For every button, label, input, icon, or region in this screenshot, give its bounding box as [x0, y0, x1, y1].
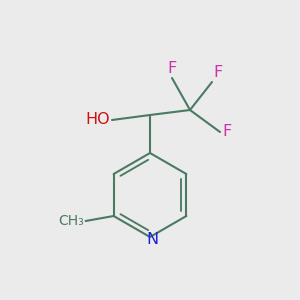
Text: F: F — [167, 61, 177, 76]
Text: CH₃: CH₃ — [58, 214, 84, 228]
Text: N: N — [146, 232, 158, 247]
Text: F: F — [222, 124, 231, 140]
Text: HO: HO — [85, 112, 110, 128]
Text: F: F — [213, 65, 222, 80]
